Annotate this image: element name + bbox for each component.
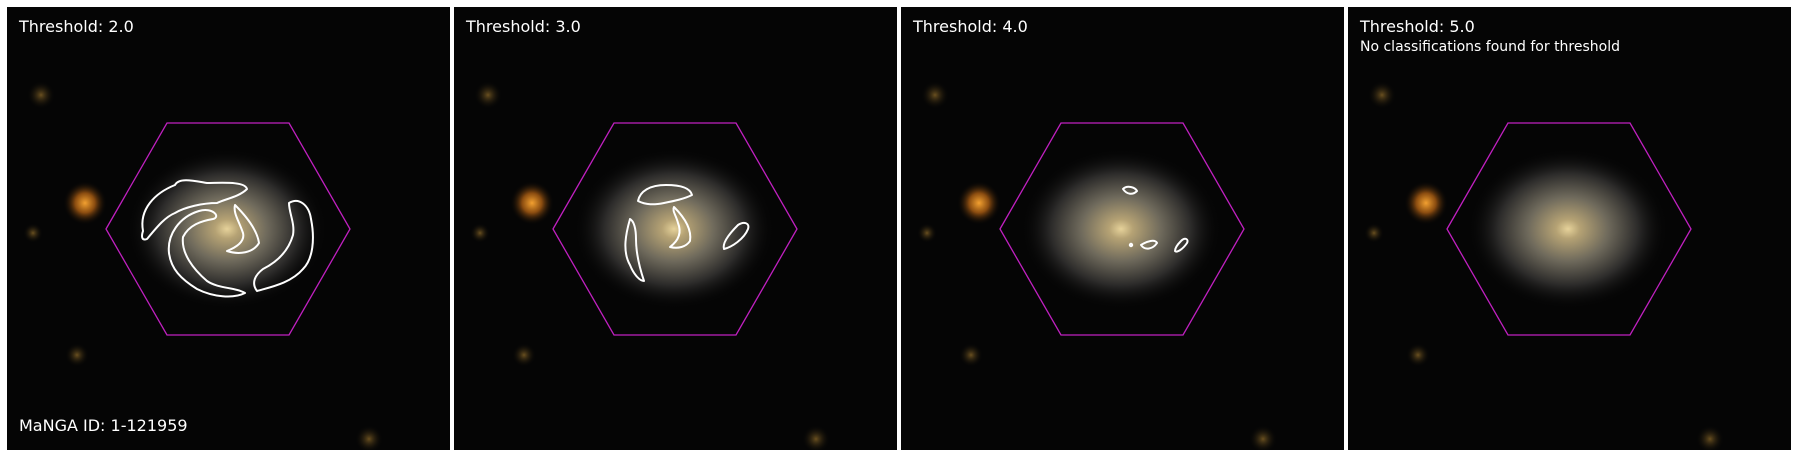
background-star (921, 81, 949, 109)
background-star (959, 343, 983, 367)
background-star (917, 223, 937, 243)
background-star (1249, 425, 1277, 450)
background-star (1406, 343, 1430, 367)
no-classifications-note: No classifications found for threshold (1360, 39, 1620, 55)
panel-title: Threshold: 2.0 (19, 17, 134, 36)
panel-title: Threshold: 5.0 (1360, 17, 1475, 36)
background-star (63, 181, 107, 225)
background-star (802, 425, 830, 450)
ifu-hexagon (999, 122, 1245, 336)
background-star (355, 425, 383, 450)
background-star (510, 181, 554, 225)
spiral-arm-contours (624, 184, 750, 282)
panel-title: Threshold: 3.0 (466, 17, 581, 36)
galaxy-image (7, 7, 450, 450)
spiral-arm-contours (141, 179, 314, 298)
galaxy-image (454, 7, 897, 450)
panel-threshold-3: Threshold: 3.0 (454, 7, 897, 450)
background-star (1368, 81, 1396, 109)
background-star (23, 223, 43, 243)
galaxy-image (1348, 7, 1791, 450)
ifu-hexagon (105, 122, 351, 336)
spiral-arm-contours (1122, 185, 1189, 253)
ifu-hexagon (1446, 122, 1692, 336)
manga-id-label: MaNGA ID: 1-121959 (19, 416, 188, 435)
background-star (470, 223, 490, 243)
background-star (474, 81, 502, 109)
galaxy-glow (1021, 149, 1221, 309)
background-star (1364, 223, 1384, 243)
galaxy-glow (1468, 149, 1668, 309)
background-star (1696, 425, 1724, 450)
ifu-hexagon (552, 122, 798, 336)
background-star (1404, 181, 1448, 225)
background-star (957, 181, 1001, 225)
panel-threshold-2: Threshold: 2.0 MaNGA ID: 1-121959 (7, 7, 450, 450)
background-star (65, 343, 89, 367)
panel-threshold-4: Threshold: 4.0 (901, 7, 1344, 450)
background-star (27, 81, 55, 109)
panel-title: Threshold: 4.0 (913, 17, 1028, 36)
galaxy-glow (127, 149, 327, 309)
galaxy-glow (574, 149, 774, 309)
background-star (512, 343, 536, 367)
galaxy-image (901, 7, 1344, 450)
panel-threshold-5: Threshold: 5.0 No classifications found … (1348, 7, 1791, 450)
